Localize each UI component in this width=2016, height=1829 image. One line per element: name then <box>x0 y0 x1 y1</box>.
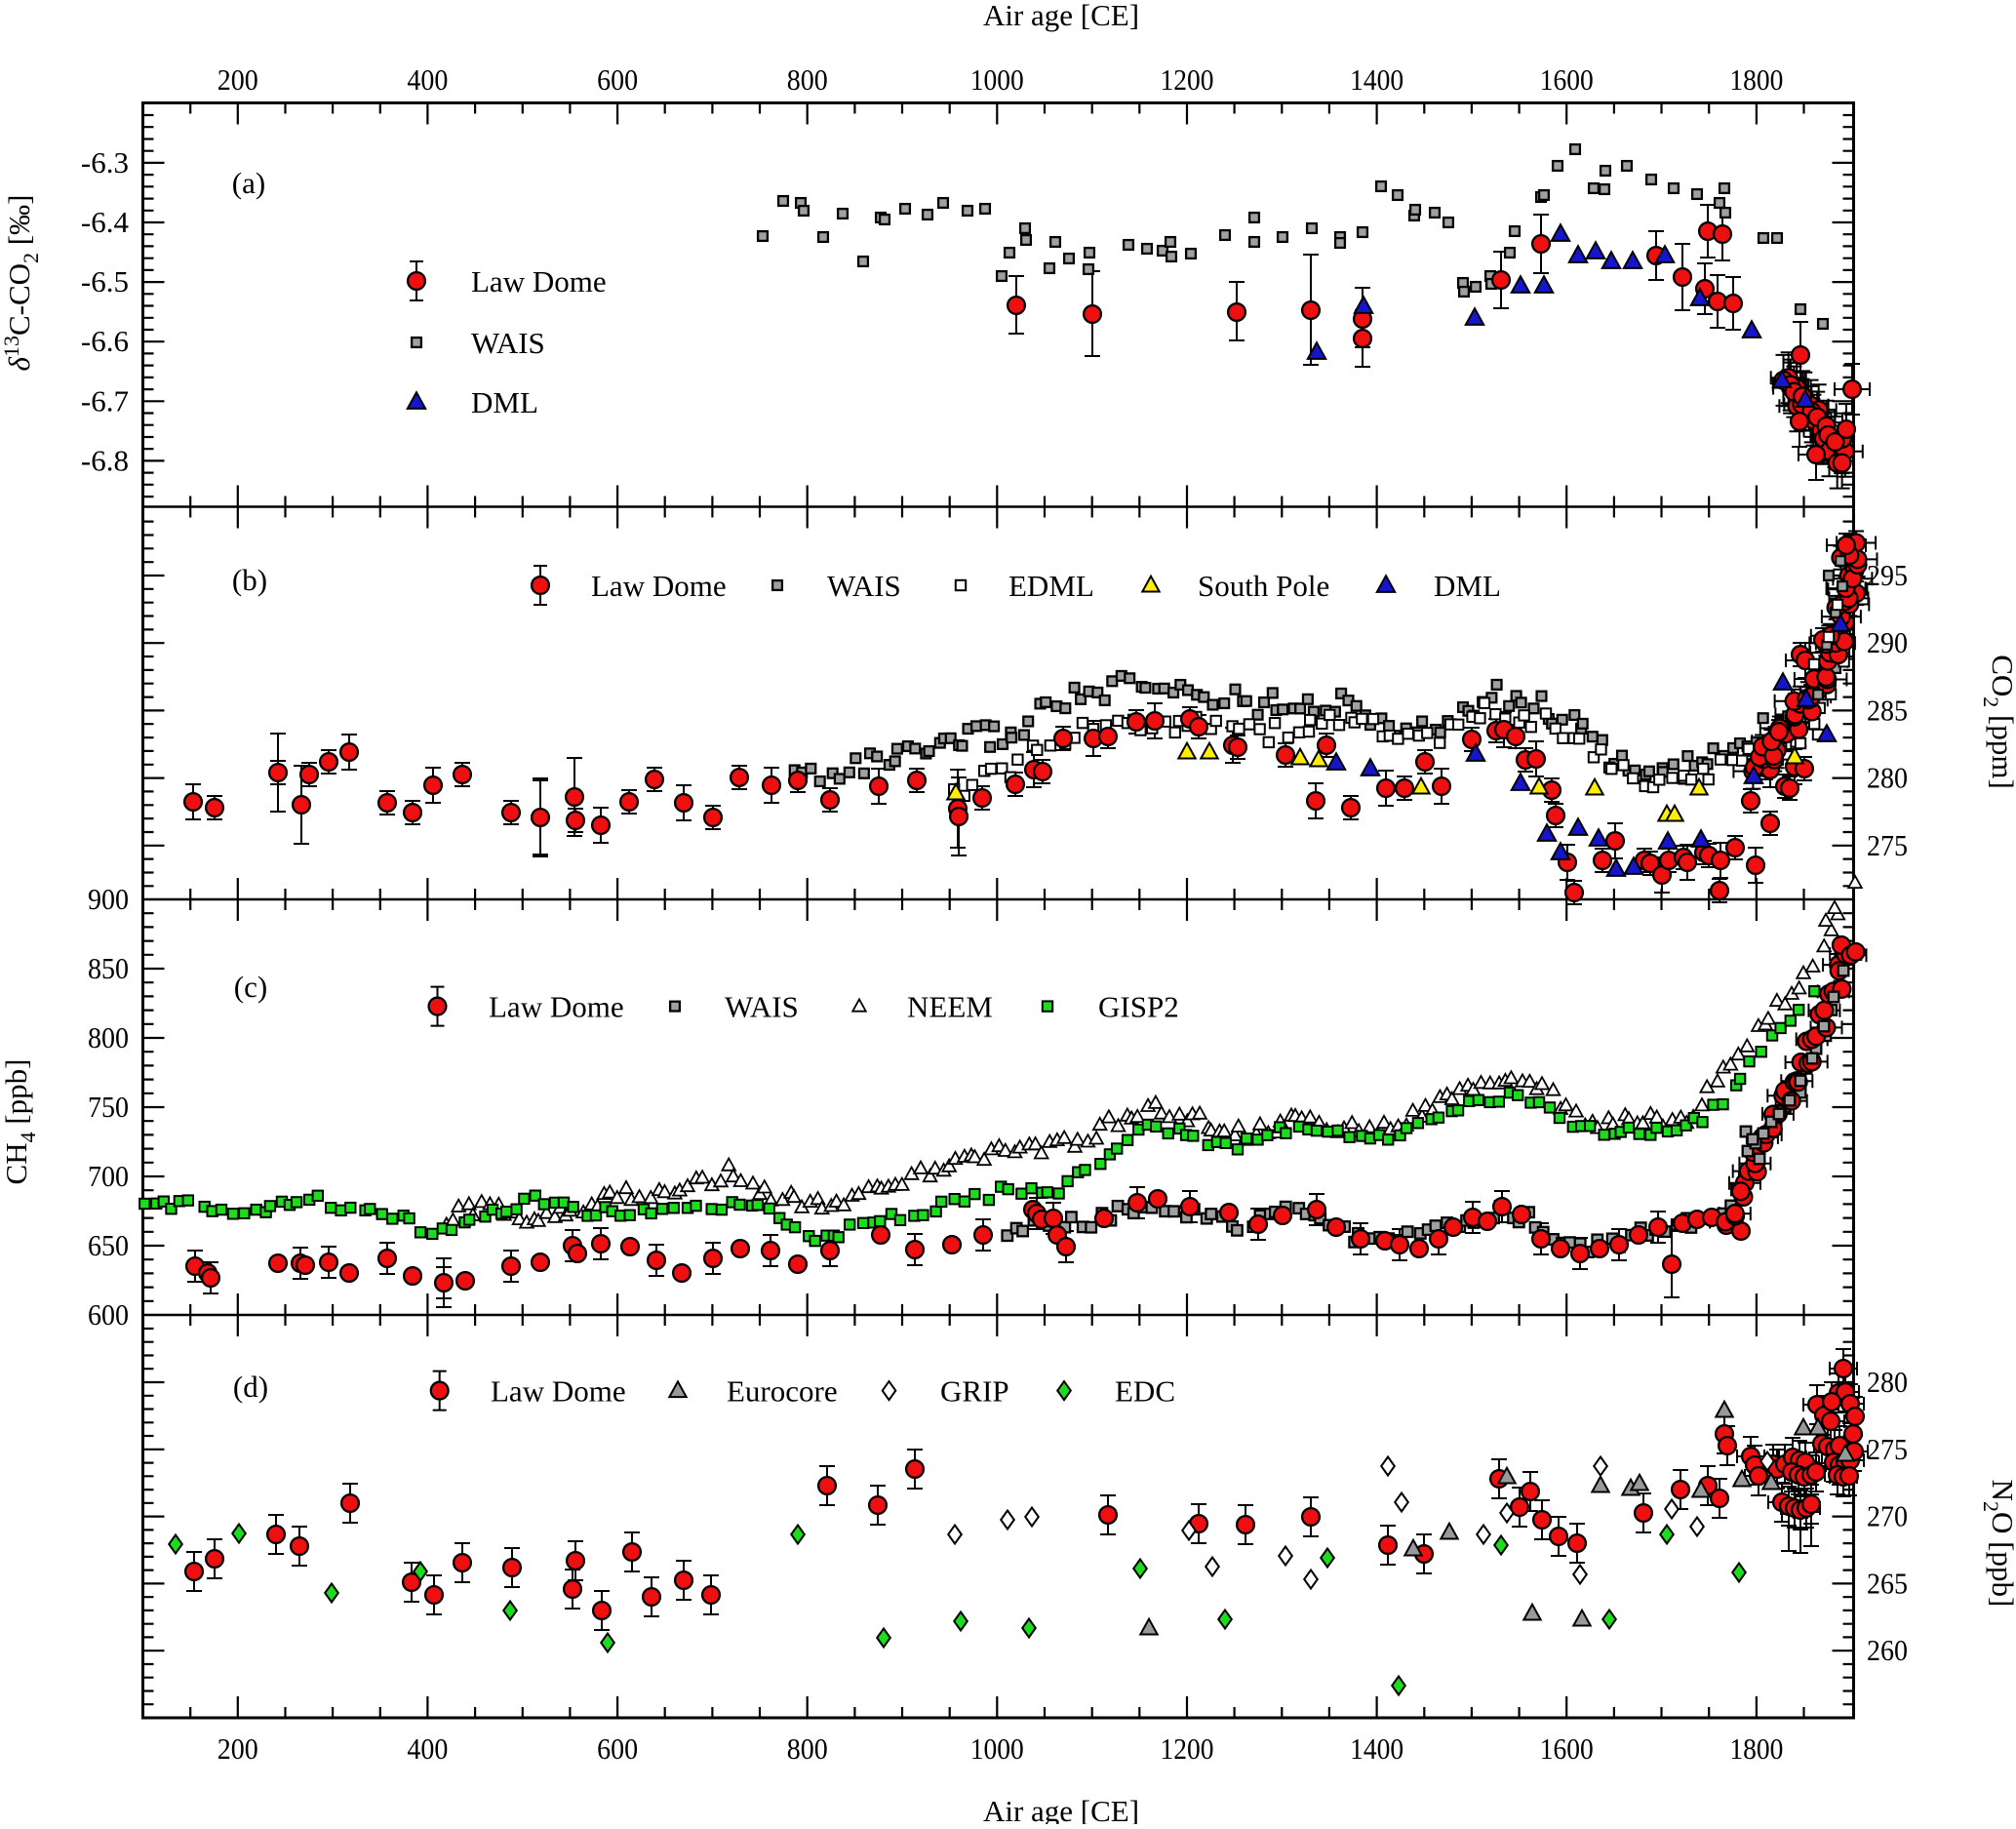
svg-text:700: 700 <box>88 1159 129 1193</box>
svg-text:1000: 1000 <box>970 1731 1024 1766</box>
svg-text:275: 275 <box>1867 828 1908 862</box>
svg-text:750: 750 <box>88 1090 129 1124</box>
svg-text:600: 600 <box>597 1731 638 1766</box>
svg-text:δ13C-CO2 [‰]: δ13C-CO2 [‰] <box>0 195 43 372</box>
svg-text:800: 800 <box>88 1020 129 1054</box>
svg-text:800: 800 <box>787 62 828 97</box>
svg-text:200: 200 <box>217 1731 258 1766</box>
svg-text:295: 295 <box>1867 558 1908 592</box>
svg-text:Law Dome: Law Dome <box>471 264 607 298</box>
svg-text:1000: 1000 <box>970 62 1024 97</box>
svg-text:EDML: EDML <box>1008 569 1094 603</box>
svg-text:DML: DML <box>1434 569 1501 603</box>
svg-text:-6.4: -6.4 <box>81 205 130 239</box>
svg-text:265: 265 <box>1867 1566 1908 1600</box>
svg-text:600: 600 <box>88 1297 129 1332</box>
svg-text:Law Dome: Law Dome <box>489 990 624 1024</box>
svg-text:1800: 1800 <box>1729 62 1783 97</box>
svg-text:Eurocore: Eurocore <box>727 1374 838 1409</box>
svg-text:WAIS: WAIS <box>725 990 799 1024</box>
svg-text:DML: DML <box>471 385 538 419</box>
svg-text:400: 400 <box>407 62 448 97</box>
svg-text:Law Dome: Law Dome <box>491 1374 626 1409</box>
svg-text:South Pole: South Pole <box>1198 569 1329 603</box>
svg-text:850: 850 <box>88 951 129 985</box>
svg-text:WAIS: WAIS <box>471 326 545 360</box>
svg-text:Air age [CE]: Air age [CE] <box>983 1794 1139 1824</box>
svg-text:-6.5: -6.5 <box>81 264 129 298</box>
svg-text:285: 285 <box>1867 693 1908 727</box>
svg-text:1800: 1800 <box>1729 1731 1783 1766</box>
svg-text:(d): (d) <box>233 1370 268 1404</box>
svg-text:260: 260 <box>1867 1633 1908 1667</box>
svg-text:GRIP: GRIP <box>940 1374 1009 1409</box>
svg-text:1600: 1600 <box>1540 62 1594 97</box>
svg-text:CH4 [ppb]: CH4 [ppb] <box>0 1059 40 1185</box>
svg-text:200: 200 <box>217 62 258 97</box>
svg-text:650: 650 <box>88 1228 129 1262</box>
svg-text:(c): (c) <box>234 970 267 1004</box>
svg-text:-6.8: -6.8 <box>81 443 129 477</box>
svg-text:290: 290 <box>1867 625 1908 659</box>
svg-text:-6.7: -6.7 <box>81 383 129 417</box>
svg-text:270: 270 <box>1867 1499 1908 1533</box>
svg-text:1600: 1600 <box>1540 1731 1594 1766</box>
svg-text:-6.6: -6.6 <box>81 324 129 358</box>
svg-text:(a): (a) <box>232 166 265 200</box>
svg-text:900: 900 <box>88 882 129 916</box>
svg-text:1400: 1400 <box>1350 1731 1403 1766</box>
svg-text:275: 275 <box>1867 1432 1908 1466</box>
svg-text:GISP2: GISP2 <box>1098 990 1179 1024</box>
svg-text:Law Dome: Law Dome <box>591 569 727 603</box>
svg-text:280: 280 <box>1867 761 1908 795</box>
svg-text:1200: 1200 <box>1161 62 1214 97</box>
svg-text:(b): (b) <box>232 563 267 597</box>
svg-text:800: 800 <box>787 1731 828 1766</box>
svg-text:1400: 1400 <box>1350 62 1403 97</box>
svg-text:Air age [CE]: Air age [CE] <box>983 0 1139 32</box>
svg-text:EDC: EDC <box>1115 1374 1175 1409</box>
svg-text:WAIS: WAIS <box>827 569 901 603</box>
svg-text:280: 280 <box>1867 1365 1908 1399</box>
svg-text:600: 600 <box>597 62 638 97</box>
svg-text:1200: 1200 <box>1161 1731 1214 1766</box>
svg-text:-6.3: -6.3 <box>81 145 129 179</box>
svg-text:NEEM: NEEM <box>907 990 993 1024</box>
svg-text:400: 400 <box>407 1731 448 1766</box>
